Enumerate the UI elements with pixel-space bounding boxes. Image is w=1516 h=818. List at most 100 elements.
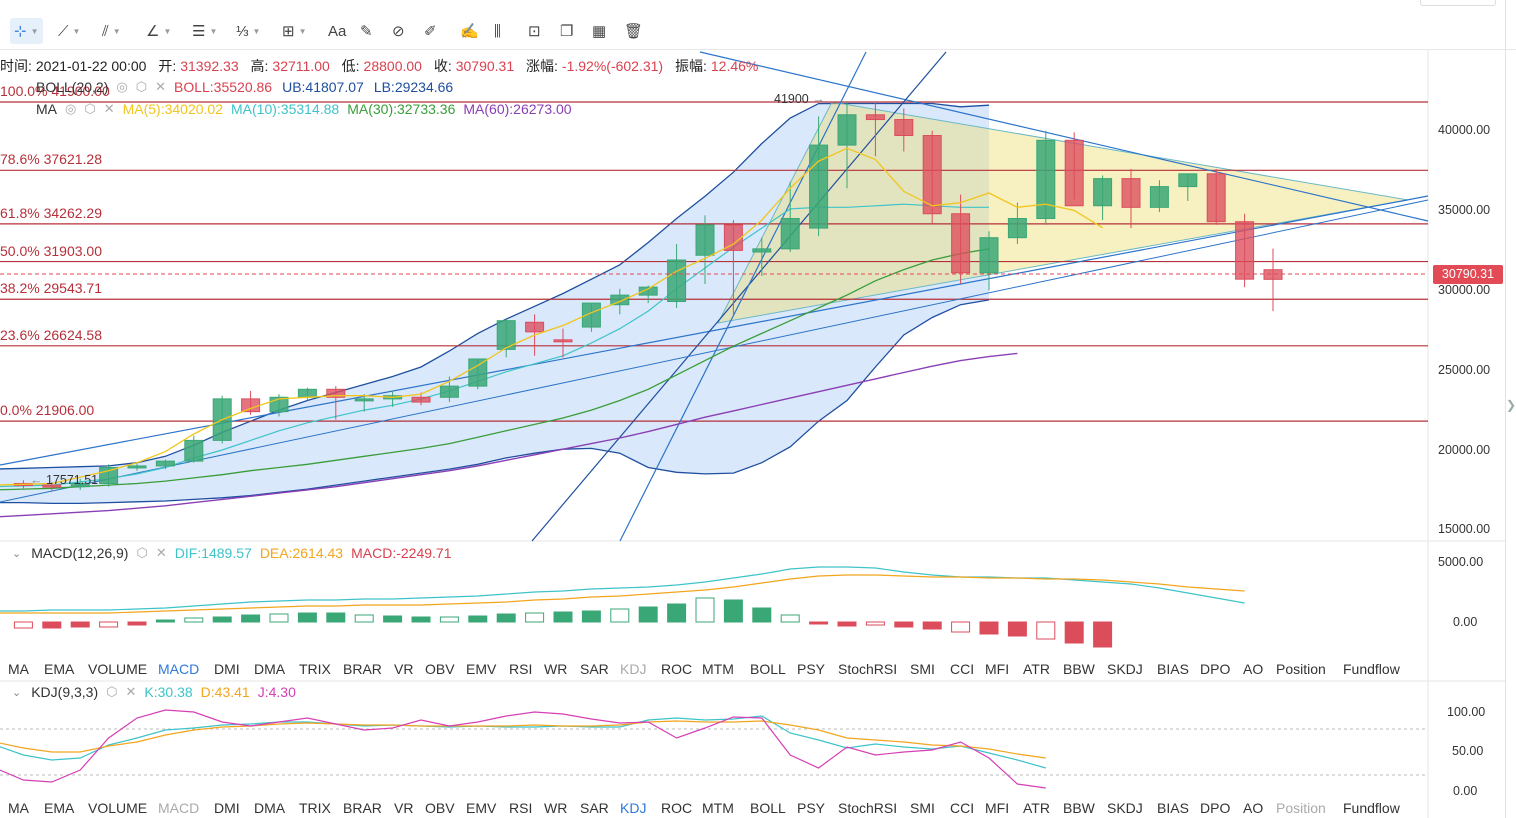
- eye-icon[interactable]: ◎: [116, 79, 128, 94]
- pattern-tool[interactable]: ✎: [360, 18, 373, 44]
- tab-sar[interactable]: SAR: [580, 800, 609, 816]
- eye-icon[interactable]: ◎: [65, 101, 77, 116]
- settings-icon[interactable]: ⬡: [135, 79, 148, 94]
- tab-rsi[interactable]: RSI: [509, 661, 533, 677]
- pencil-tool[interactable]: ✐: [424, 18, 437, 44]
- collapse-icon[interactable]: ⌄: [12, 547, 22, 560]
- tab-mfi[interactable]: MFI: [985, 661, 1010, 677]
- kdj-name[interactable]: KDJ(9,3,3): [31, 684, 99, 700]
- tab-cci[interactable]: CCI: [950, 661, 975, 677]
- trendline-tool[interactable]: ⟋ ▼: [58, 18, 80, 44]
- tab-obv[interactable]: OBV: [425, 661, 455, 677]
- tab-roc[interactable]: ROC: [661, 800, 693, 816]
- screenshot-tool[interactable]: ▦: [592, 18, 606, 44]
- tab-bbw[interactable]: BBW: [1063, 800, 1095, 816]
- tab-position[interactable]: Position: [1276, 800, 1326, 816]
- settings-icon[interactable]: ⬡: [84, 101, 96, 116]
- tab-bias[interactable]: BIAS: [1157, 800, 1189, 816]
- tab-ao[interactable]: AO: [1243, 800, 1264, 816]
- tab-wr[interactable]: WR: [544, 800, 568, 816]
- brush-tool[interactable]: ✍: [460, 18, 479, 44]
- tab-atr[interactable]: ATR: [1023, 800, 1050, 816]
- tab-mtm[interactable]: MTM: [702, 661, 734, 677]
- tab-macd[interactable]: MACD: [158, 661, 200, 677]
- parallel-channel-tool[interactable]: ⫽ ▼: [102, 18, 121, 44]
- tab-stochrsi[interactable]: StochRSI: [838, 800, 898, 816]
- close-icon[interactable]: ✕: [155, 79, 166, 94]
- tab-stochrsi[interactable]: StochRSI: [838, 661, 898, 677]
- tab-skdj[interactable]: SKDJ: [1107, 661, 1143, 677]
- tab-brar[interactable]: BRAR: [343, 661, 382, 677]
- tab-psy[interactable]: PSY: [797, 800, 826, 816]
- close-icon[interactable]: ✕: [103, 101, 115, 116]
- tab-ma[interactable]: MA: [8, 661, 29, 677]
- measure-box-tool[interactable]: ⊞ ▼: [282, 18, 307, 44]
- tab-smi[interactable]: SMI: [910, 800, 935, 816]
- tab-ema[interactable]: EMA: [44, 800, 75, 816]
- dropdown-arrow-icon[interactable]: ▼: [72, 26, 81, 36]
- side-panel-toggle-icon[interactable]: ❯: [1506, 398, 1516, 412]
- tab-emv[interactable]: EMV: [466, 661, 497, 677]
- boll-name[interactable]: BOLL(20,2): [36, 79, 109, 95]
- dropdown-arrow-icon[interactable]: ▼: [163, 26, 172, 36]
- tab-psy[interactable]: PSY: [797, 661, 826, 677]
- tab-vr[interactable]: VR: [394, 800, 414, 816]
- tab-mtm[interactable]: MTM: [702, 800, 734, 816]
- tab-dma[interactable]: DMA: [254, 661, 286, 677]
- tab-roc[interactable]: ROC: [661, 661, 693, 677]
- angle-tool[interactable]: ∠ ▼: [146, 18, 171, 44]
- tab-dpo[interactable]: DPO: [1200, 661, 1231, 677]
- tab-kdj[interactable]: KDJ: [620, 800, 647, 816]
- text-tool[interactable]: Aa: [328, 18, 346, 44]
- tab-volume[interactable]: VOLUME: [88, 661, 148, 677]
- tab-boll[interactable]: BOLL: [750, 800, 786, 816]
- tab-smi[interactable]: SMI: [910, 661, 935, 677]
- tab-obv[interactable]: OBV: [425, 800, 455, 816]
- close-icon[interactable]: ✕: [155, 545, 167, 560]
- tab-kdj[interactable]: KDJ: [620, 661, 647, 677]
- macd-name[interactable]: MACD(12,26,9): [31, 545, 129, 561]
- tab-trix[interactable]: TRIX: [299, 800, 331, 816]
- ma-name[interactable]: MA: [36, 101, 57, 117]
- tab-boll[interactable]: BOLL: [750, 661, 786, 677]
- tab-volume[interactable]: VOLUME: [88, 800, 148, 816]
- tab-sar[interactable]: SAR: [580, 661, 609, 677]
- tab-brar[interactable]: BRAR: [343, 800, 382, 816]
- volume-profile-tool[interactable]: ⫼: [494, 18, 501, 44]
- tab-rsi[interactable]: RSI: [509, 800, 533, 816]
- tab-ma[interactable]: MA: [8, 800, 29, 816]
- magnet-tool[interactable]: ⊘: [392, 18, 405, 44]
- tab-position[interactable]: Position: [1276, 661, 1326, 677]
- dropdown-arrow-icon[interactable]: ▼: [252, 26, 261, 36]
- tab-ao[interactable]: AO: [1243, 661, 1264, 677]
- tab-dma[interactable]: DMA: [254, 800, 286, 816]
- copy-tool[interactable]: ❐: [560, 18, 573, 44]
- dropdown-arrow-icon[interactable]: ▼: [209, 26, 218, 36]
- tab-atr[interactable]: ATR: [1023, 661, 1050, 677]
- dropdown-arrow-icon[interactable]: ▼: [30, 26, 39, 36]
- tab-wr[interactable]: WR: [544, 661, 568, 677]
- tab-dmi[interactable]: DMI: [214, 800, 240, 816]
- close-icon[interactable]: ✕: [125, 684, 137, 699]
- tab-fundflow[interactable]: Fundflow: [1343, 661, 1400, 677]
- tab-dpo[interactable]: DPO: [1200, 800, 1231, 816]
- fibonacci-tool[interactable]: ⅓ ▼: [236, 18, 260, 44]
- tab-trix[interactable]: TRIX: [299, 661, 331, 677]
- tab-fundflow[interactable]: Fundflow: [1343, 800, 1400, 816]
- collapse-icon[interactable]: ⌄: [12, 686, 22, 699]
- delete-tool[interactable]: 🗑: [624, 18, 643, 44]
- tab-dmi[interactable]: DMI: [214, 661, 240, 677]
- settings-icon[interactable]: ⬡: [136, 545, 148, 560]
- dropdown-arrow-icon[interactable]: ▼: [112, 26, 121, 36]
- dropdown-arrow-icon[interactable]: ▼: [298, 26, 307, 36]
- lock-tool[interactable]: ⊡: [528, 18, 541, 44]
- tab-ema[interactable]: EMA: [44, 661, 75, 677]
- tab-vr[interactable]: VR: [394, 661, 414, 677]
- tab-mfi[interactable]: MFI: [985, 800, 1010, 816]
- tab-macd[interactable]: MACD: [158, 800, 200, 816]
- tab-skdj[interactable]: SKDJ: [1107, 800, 1143, 816]
- tab-bias[interactable]: BIAS: [1157, 661, 1189, 677]
- tab-bbw[interactable]: BBW: [1063, 661, 1095, 677]
- tab-cci[interactable]: CCI: [950, 800, 975, 816]
